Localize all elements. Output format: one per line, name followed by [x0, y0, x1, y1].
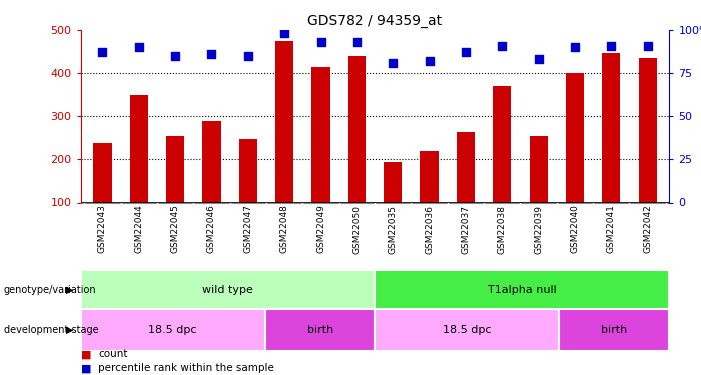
Text: GSM22047: GSM22047: [243, 204, 252, 254]
Text: wild type: wild type: [203, 285, 253, 295]
Text: GSM22050: GSM22050: [353, 204, 361, 254]
Text: GSM22046: GSM22046: [207, 204, 216, 254]
Point: [461, 50, 472, 55]
Bar: [421, 151, 439, 202]
Bar: [130, 95, 148, 202]
Text: GSM22042: GSM22042: [643, 204, 652, 253]
Bar: [639, 58, 657, 202]
Point: [351, 39, 362, 45]
Text: GSM22036: GSM22036: [425, 204, 434, 254]
Text: birth: birth: [601, 325, 627, 335]
Text: T1alpha null: T1alpha null: [488, 285, 557, 295]
Bar: [81, 309, 265, 351]
Text: percentile rank within the sample: percentile rank within the sample: [98, 363, 274, 373]
Point: [424, 58, 435, 64]
Text: GSM22038: GSM22038: [498, 204, 507, 254]
Point: [170, 53, 181, 59]
Point: [388, 60, 399, 66]
Text: GSM22037: GSM22037: [461, 204, 470, 254]
Bar: [311, 67, 329, 203]
Text: genotype/variation: genotype/variation: [4, 285, 96, 295]
Bar: [566, 73, 584, 202]
Bar: [93, 143, 111, 202]
Bar: [203, 121, 221, 202]
Text: count: count: [98, 350, 128, 359]
Text: ■: ■: [81, 363, 91, 373]
Point: [569, 44, 580, 50]
Bar: [375, 309, 559, 351]
Title: GDS782 / 94359_at: GDS782 / 94359_at: [308, 13, 442, 28]
Bar: [275, 41, 293, 203]
Text: GSM22048: GSM22048: [280, 204, 289, 254]
Point: [606, 42, 617, 48]
Text: GSM22049: GSM22049: [316, 204, 325, 254]
Bar: [375, 270, 669, 309]
Text: development stage: development stage: [4, 325, 98, 335]
Bar: [602, 53, 620, 202]
Point: [278, 30, 290, 36]
Bar: [559, 309, 669, 351]
Text: GSM22043: GSM22043: [98, 204, 107, 254]
Bar: [529, 136, 547, 202]
Text: GSM22045: GSM22045: [170, 204, 179, 254]
Point: [642, 42, 653, 48]
Text: 18.5 dpc: 18.5 dpc: [149, 325, 197, 335]
Bar: [384, 162, 402, 202]
Point: [243, 53, 254, 59]
Bar: [81, 270, 375, 309]
Bar: [265, 309, 375, 351]
Point: [496, 42, 508, 48]
Bar: [239, 139, 257, 202]
Text: ■: ■: [81, 350, 91, 359]
Text: ▶: ▶: [66, 325, 74, 335]
Point: [533, 56, 544, 62]
Bar: [457, 132, 475, 202]
Text: birth: birth: [307, 325, 333, 335]
Text: 18.5 dpc: 18.5 dpc: [443, 325, 491, 335]
Text: GSM22041: GSM22041: [607, 204, 615, 254]
Point: [315, 39, 326, 45]
Point: [97, 50, 108, 55]
Bar: [166, 136, 184, 202]
Text: GSM22040: GSM22040: [571, 204, 580, 254]
Point: [133, 44, 144, 50]
Text: ▶: ▶: [66, 285, 74, 295]
Text: GSM22039: GSM22039: [534, 204, 543, 254]
Text: GSM22044: GSM22044: [135, 204, 143, 253]
Point: [206, 51, 217, 57]
Bar: [494, 86, 511, 202]
Bar: [348, 56, 366, 202]
Text: GSM22035: GSM22035: [389, 204, 397, 254]
